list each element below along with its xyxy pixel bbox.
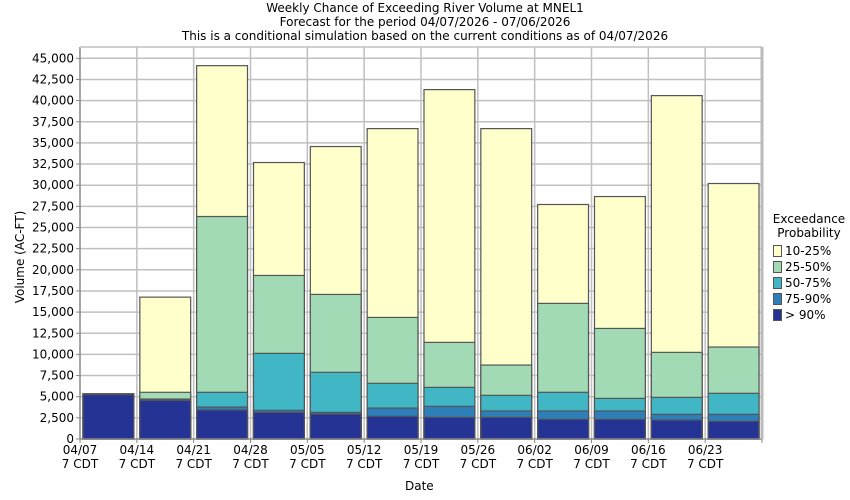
- x-tick-sublabel: 7 CDT: [346, 457, 383, 471]
- y-tick-label: 25,000: [32, 221, 74, 235]
- chart-subtitle: Forecast for the period 04/07/2026 - 07/…: [279, 15, 571, 29]
- y-tick-label: 10,000: [32, 347, 74, 361]
- x-tick-sublabel: 7 CDT: [687, 457, 724, 471]
- legend-item: 10-25%: [773, 243, 850, 259]
- axes: 0 2,500 5,000 7,500 10,000 12,500 15,000 17,500…: [32, 46, 764, 471]
- x-tick-label: 06/09: [574, 443, 609, 457]
- bar-segment: [480, 416, 533, 440]
- x-tick-sublabel: 7 CDT: [573, 457, 610, 471]
- x-tick-sublabel: 7 CDT: [62, 457, 99, 471]
- y-tick-label: 27,500: [32, 199, 74, 213]
- legend-label: 10-25%: [785, 244, 832, 258]
- bar-segment: [252, 411, 305, 440]
- bar-segment: [593, 418, 646, 440]
- x-tick-label: 06/23: [688, 443, 723, 457]
- y-tick-label: 0: [66, 432, 74, 446]
- y-tick-label: 17,500: [32, 284, 74, 298]
- x-tick-label: 04/07: [63, 443, 98, 457]
- y-tick-label: 5,000: [40, 390, 74, 404]
- bars: [82, 65, 760, 440]
- y-tick-label: 35,000: [32, 136, 74, 150]
- x-tick-label: 04/14: [120, 443, 155, 457]
- x-tick-sublabel: 7 CDT: [119, 457, 156, 471]
- legend-item: 25-50%: [773, 259, 850, 275]
- y-tick-label: 37,500: [32, 115, 74, 129]
- legend-swatch: [773, 293, 782, 305]
- legend-label: 50-75%: [785, 276, 832, 290]
- bar-segment: [196, 409, 249, 440]
- legend-swatch: [773, 261, 782, 273]
- y-axis-label: Volume (AC-FT): [13, 210, 27, 304]
- y-tick-label: 2,500: [40, 411, 74, 425]
- legend-swatch: [773, 277, 782, 289]
- bar-segment: [366, 415, 419, 440]
- legend-item: 50-75%: [773, 275, 850, 291]
- bar-segment: [139, 399, 192, 440]
- bar-segment: [537, 418, 590, 440]
- y-tick-label: 32,500: [32, 157, 74, 171]
- x-tick-label: 04/28: [233, 443, 268, 457]
- legend-label: > 90%: [785, 308, 826, 322]
- x-tick-sublabel: 7 CDT: [289, 457, 326, 471]
- x-tick-sublabel: 7 CDT: [516, 457, 553, 471]
- x-tick-sublabel: 7 CDT: [630, 457, 667, 471]
- x-tick-sublabel: 7 CDT: [175, 457, 212, 471]
- x-tick-label: 05/05: [290, 443, 325, 457]
- x-tick-sublabel: 7 CDT: [403, 457, 440, 471]
- legend: Exceedance Probability 10-25% 25-50% 50-75…: [768, 212, 850, 323]
- x-tick-label: 05/26: [461, 443, 496, 457]
- y-tick-label: 45,000: [32, 51, 74, 65]
- bar-segment: [650, 419, 703, 440]
- chart-subtitle-2: This is a conditional simulation based o…: [181, 29, 669, 43]
- legend-item: > 90%: [773, 307, 850, 323]
- legend-title-2: Probability: [777, 226, 841, 240]
- legend-swatch: [773, 309, 782, 321]
- legend-title-1: Exceedance: [772, 212, 846, 226]
- y-tick-label: 15,000: [32, 305, 74, 319]
- grid: [80, 47, 763, 439]
- y-tick-label: 40,000: [32, 94, 74, 108]
- x-tick-label: 05/19: [404, 443, 439, 457]
- legend-item: 75-90%: [773, 291, 850, 307]
- bar-segment: [707, 420, 760, 440]
- x-tick-label: 04/21: [176, 443, 211, 457]
- chart-title: Weekly Chance of Exceeding River Volume …: [266, 1, 584, 15]
- x-tick-label: 06/16: [631, 443, 666, 457]
- y-tick-label: 30,000: [32, 178, 74, 192]
- y-tick-label: 22,500: [32, 242, 74, 256]
- bar-segment: [309, 413, 362, 440]
- y-tick-label: 7,500: [40, 369, 74, 383]
- x-axis-label: Date: [405, 479, 434, 493]
- legend-label: 25-50%: [785, 260, 832, 274]
- bar-segment: [423, 416, 476, 440]
- legend-label: 75-90%: [785, 292, 832, 306]
- y-tick-label: 42,500: [32, 72, 74, 86]
- x-tick-label: 06/02: [517, 443, 552, 457]
- x-tick-sublabel: 7 CDT: [232, 457, 269, 471]
- x-tick-label: 05/12: [347, 443, 382, 457]
- legend-swatch: [773, 245, 782, 257]
- bar-segment: [82, 393, 135, 440]
- x-tick-sublabel: 7 CDT: [460, 457, 497, 471]
- y-tick-label: 20,000: [32, 263, 74, 277]
- y-tick-label: 12,500: [32, 326, 74, 340]
